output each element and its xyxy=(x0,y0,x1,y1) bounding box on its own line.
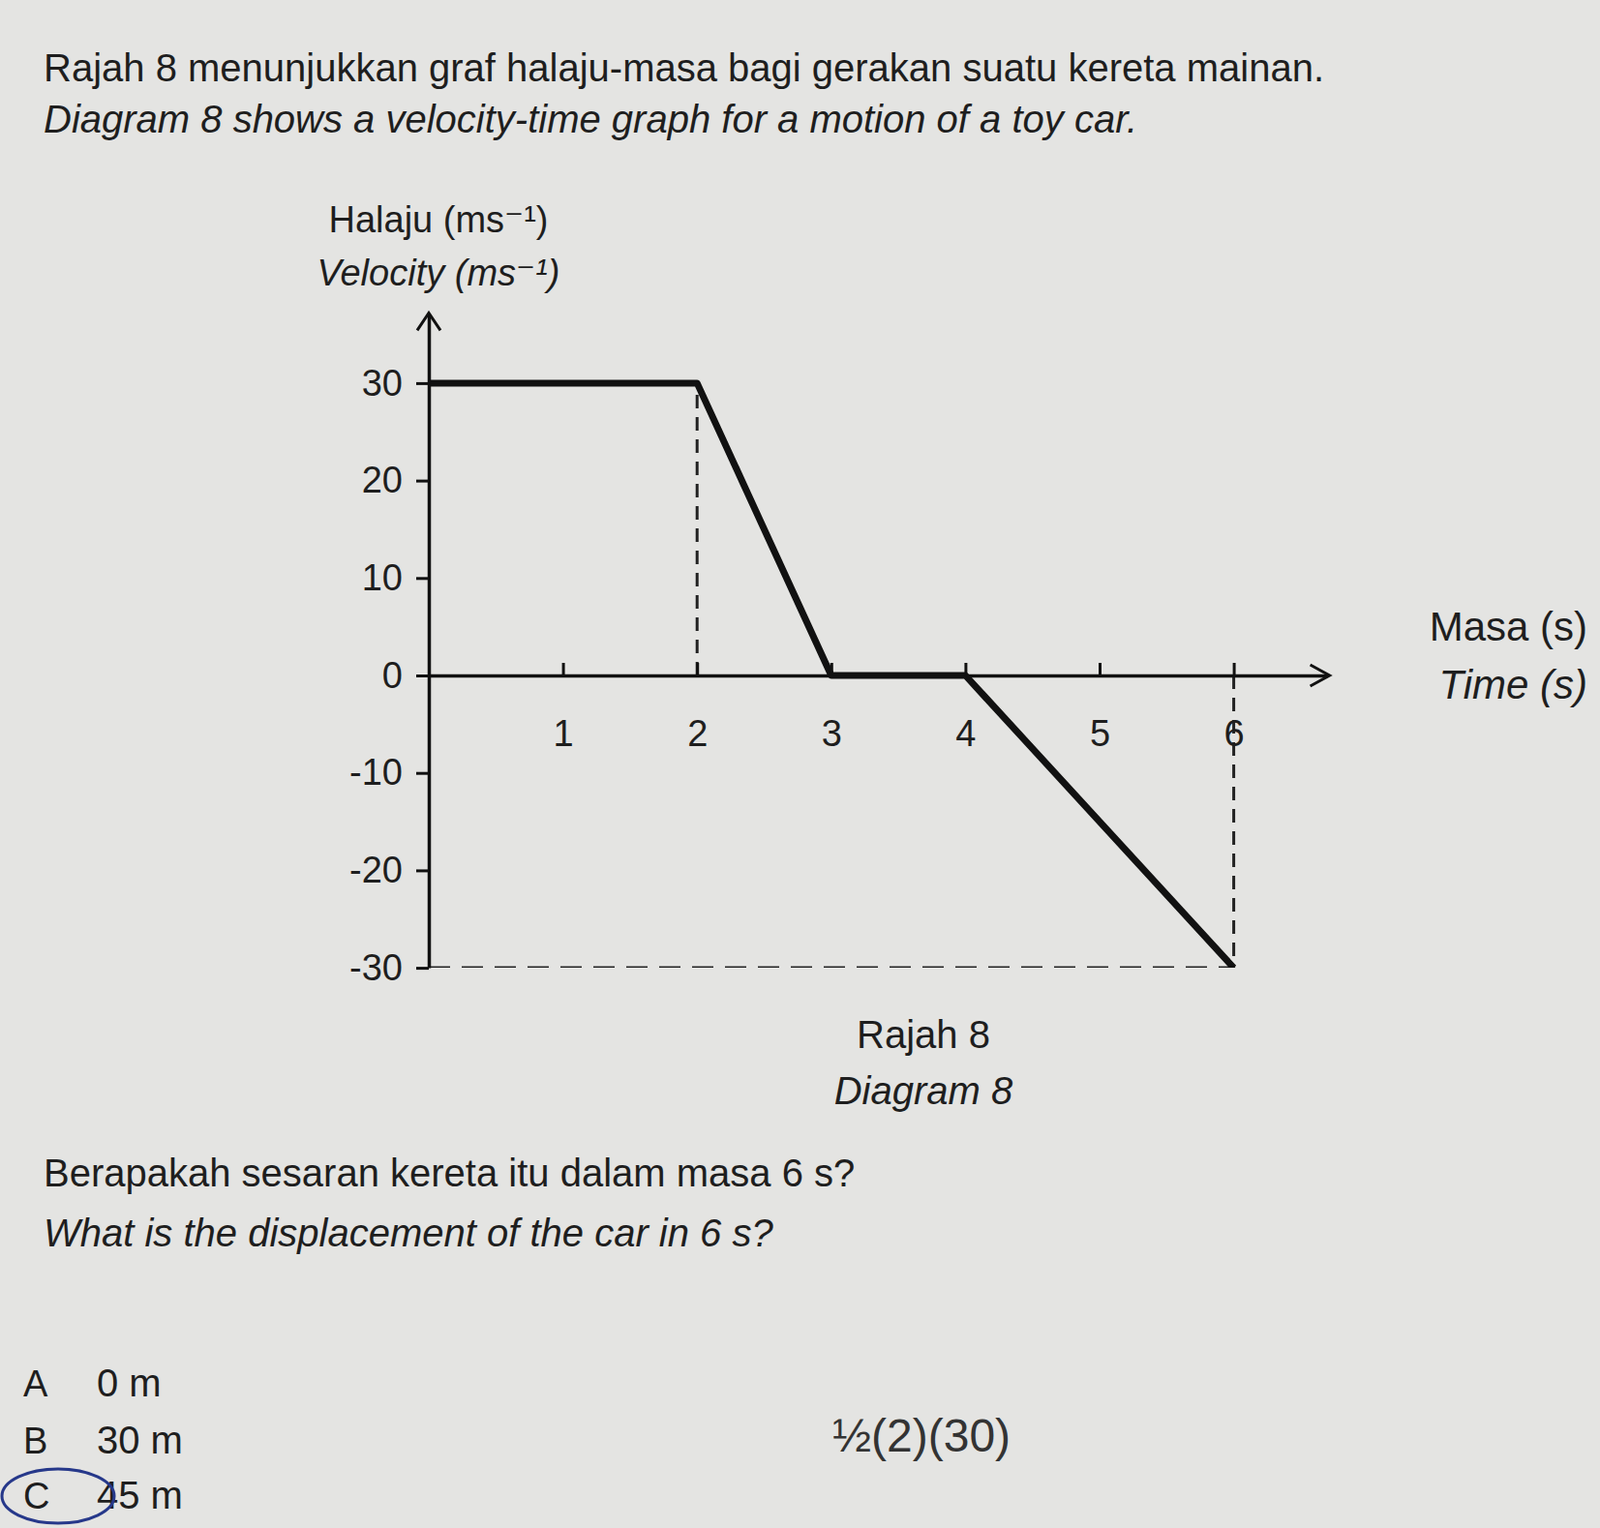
y-tick-label: -30 xyxy=(349,947,403,989)
y-tick-label: 10 xyxy=(362,557,403,599)
x-tick-label: 1 xyxy=(553,713,574,755)
y-tick: -20 xyxy=(349,849,429,891)
caption: Rajah 8 xyxy=(856,1013,991,1057)
x-tick-mark xyxy=(1098,663,1102,676)
x-tick-label: 5 xyxy=(1089,713,1111,755)
y-tick-mark xyxy=(416,480,429,484)
y-tick: 20 xyxy=(362,459,429,501)
y-axis: -30 -20 -10 0 10 20 30 xyxy=(349,315,429,989)
y-tick-mark xyxy=(416,576,429,580)
intro-line: Diagram 8 shows a velocity-time graph fo… xyxy=(43,97,1138,141)
y-tick-label: 20 xyxy=(362,459,403,501)
x-tick-label: 6 xyxy=(1224,713,1245,755)
caption: Diagram 8 xyxy=(834,1069,1014,1113)
y-tick: 10 xyxy=(362,557,429,599)
page: Rajah 8 menunjukkan graf halaju-masa bag… xyxy=(0,0,1600,1528)
x-tick: 5 xyxy=(1089,663,1111,755)
y-axis-title: Velocity (ms⁻¹) xyxy=(317,252,561,294)
x-tick-label: 3 xyxy=(821,713,843,755)
question: Berapakah sesaran kereta itu dalam masa … xyxy=(43,1151,855,1195)
velocity-line xyxy=(428,383,1235,968)
y-tick: -10 xyxy=(349,752,429,793)
x-tick-mark xyxy=(562,663,566,676)
x-tick: 2 xyxy=(687,663,708,755)
x-tick: 1 xyxy=(553,663,574,755)
option-text: 0 m xyxy=(96,1361,162,1405)
question: What is the displacement of the car in 6… xyxy=(43,1211,774,1255)
y-tick-mark xyxy=(416,869,429,873)
y-tick-mark xyxy=(416,966,429,970)
y-tick: 30 xyxy=(362,362,429,404)
x-tick-label: 4 xyxy=(955,713,976,755)
intro-line: Rajah 8 menunjukkan graf halaju-masa bag… xyxy=(43,46,1325,90)
x-tick-mark xyxy=(1233,663,1237,676)
handwritten-note: ½(2)(30) xyxy=(832,1410,1011,1462)
y-tick: -30 xyxy=(349,947,429,989)
y-tick-label: -10 xyxy=(349,752,403,793)
option-text: 45 m xyxy=(96,1474,183,1517)
y-tick-mark xyxy=(416,674,429,678)
y-axis-title: Halaju (ms⁻¹) xyxy=(329,199,549,241)
y-tick: 0 xyxy=(382,655,429,696)
y-tick-label: 0 xyxy=(382,655,403,696)
x-tick-label: 2 xyxy=(687,713,708,755)
x-tick: 6 xyxy=(1224,663,1245,755)
plot-area xyxy=(428,383,1235,968)
x-axis-title: Masa (s) xyxy=(1429,603,1588,650)
option-text: 30 m xyxy=(96,1418,183,1462)
drop-line xyxy=(695,383,699,676)
answer-circle xyxy=(1,1469,115,1524)
option-letter: A xyxy=(23,1363,49,1405)
y-tick-mark xyxy=(416,382,429,386)
axis-arrow xyxy=(1310,664,1330,687)
x-tick-mark xyxy=(695,663,699,676)
option-letter: B xyxy=(23,1420,48,1462)
option-letter: C xyxy=(23,1476,50,1517)
y-tick-label: -20 xyxy=(349,849,403,891)
y-tick-mark xyxy=(416,772,429,776)
drop-line xyxy=(428,966,1235,969)
axis-arrow xyxy=(417,312,441,331)
y-tick-label: 30 xyxy=(362,362,403,404)
x-axis-title: Time (s) xyxy=(1438,662,1588,708)
